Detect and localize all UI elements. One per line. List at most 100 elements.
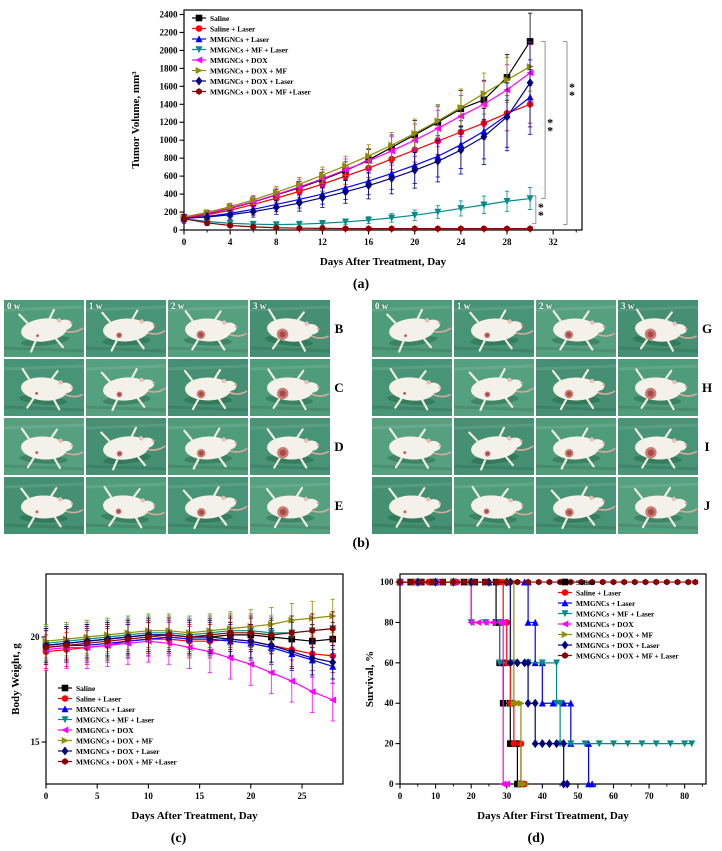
legend-label: MMGNCs + DOX + Laser: [576, 641, 660, 650]
svg-text:*: *: [547, 116, 553, 130]
mouse-photo: [454, 359, 534, 416]
svg-text:1800: 1800: [160, 63, 179, 73]
mouse-photo: 0 w: [372, 300, 452, 357]
photo-row: I: [372, 418, 714, 475]
week-label: 1 w: [457, 301, 471, 311]
panel-c-label: (c): [170, 831, 187, 846]
legend-label: Saline + Laser: [210, 24, 256, 33]
svg-text:0: 0: [44, 791, 49, 801]
panel-d-label: (d): [527, 831, 545, 846]
svg-text:20: 20: [31, 632, 41, 642]
panel-b: 0 w 1 w 2 w 3 w B C D E 0 w 1 w 2 w 3 w G H I J (b): [0, 300, 722, 556]
legend-label: MMGNCs + DOX + MF +Laser: [210, 87, 312, 96]
svg-text:1200: 1200: [160, 117, 179, 127]
svg-text:60: 60: [385, 658, 395, 668]
legend-label: MMGNCs + DOX + MF: [76, 736, 153, 745]
mouse-photo: [86, 418, 166, 475]
mouse-photo: 1 w: [86, 300, 166, 357]
svg-text:12: 12: [318, 237, 328, 247]
mouse-photo: [372, 418, 452, 475]
series-mmgncs-dox: [396, 578, 511, 788]
series-saline-laser: [396, 578, 528, 788]
legend-label: Saline + Laser: [576, 588, 622, 597]
legend-label: MMGNCs + MF + Laser: [76, 715, 155, 724]
x-axis-label: Days After Treatment, Day: [131, 810, 258, 822]
x-axis-label: Days After Treatment, Day: [320, 256, 447, 268]
svg-text:200: 200: [164, 207, 178, 217]
svg-text:0: 0: [398, 791, 403, 801]
svg-text:70: 70: [645, 791, 655, 801]
svg-text:80: 80: [385, 617, 395, 627]
mouse-photo: [372, 359, 452, 416]
svg-text:20: 20: [385, 739, 395, 749]
series-mmgncs-mf-laser: [396, 578, 696, 748]
legend-label: MMGNCs + DOX: [210, 56, 268, 65]
legend-label: Saline: [210, 14, 230, 23]
svg-text:32: 32: [549, 237, 559, 247]
week-label: 0 w: [7, 301, 21, 311]
mouse-photo: [4, 477, 84, 534]
mouse-photo: [4, 418, 84, 475]
svg-text:0: 0: [182, 237, 187, 247]
series-saline: [396, 578, 525, 788]
mouse-photo: 3 w: [250, 300, 330, 357]
legend-label: MMGNCs + DOX + MF +Laser: [76, 757, 178, 766]
panel-b-label: (b): [352, 536, 370, 551]
svg-text:100: 100: [380, 577, 394, 587]
svg-text:*: *: [569, 80, 575, 94]
row-label: H: [701, 379, 713, 395]
svg-text:16: 16: [364, 237, 374, 247]
body-weight-chart: 0 5 10 15 20 25 15 20 Days After Treatment, Day B…: [10, 573, 344, 822]
svg-text:30: 30: [502, 791, 512, 801]
axes: 0 5 10 15 20 25 15 20 Days After Treatment, Day B…: [10, 573, 344, 822]
mouse-photo: [618, 359, 698, 416]
legend-label: Saline + Laser: [76, 694, 122, 703]
mouse-photo: [536, 418, 616, 475]
legend-label: MMGNCs + DOX + MF: [576, 630, 653, 639]
mouse-photo-grid-right: 0 w 1 w 2 w 3 w G H I J: [372, 300, 714, 536]
week-label: 0 w: [375, 301, 389, 311]
series-mmgncs-dox-laser: [396, 577, 571, 789]
mouse-photo: [618, 477, 698, 534]
svg-text:0: 0: [173, 225, 178, 235]
svg-text:1600: 1600: [160, 81, 179, 91]
series-mmgncs-dox-mf-laser: [43, 611, 336, 665]
week-label: 1 w: [89, 301, 103, 311]
significance-annotation: **: [541, 41, 553, 199]
mouse-photo: 3 w: [618, 300, 698, 357]
significance-annotation: **: [531, 195, 544, 225]
photo-row: 0 w 1 w 2 w 3 w G: [372, 300, 714, 357]
legend-label: MMGNCs + DOX: [76, 726, 134, 735]
series-mmgncs-dox-mf-laser: [397, 578, 699, 586]
x-axis-label: Days After First Treatment, Day: [477, 810, 629, 822]
mouse-photo: [86, 359, 166, 416]
photo-row: H: [372, 359, 714, 416]
photo-row: D: [4, 418, 346, 475]
week-label: 3 w: [621, 301, 635, 311]
svg-text:20: 20: [246, 791, 256, 801]
svg-text:2400: 2400: [160, 9, 179, 19]
survival-chart: 0 10 20 30 40 50 60 70 80 0 20 40 60 80 100 Days After …: [364, 573, 707, 822]
panel-c: 0 5 10 15 20 25 15 20 Days After Treatment, Day B…: [6, 566, 351, 847]
svg-text:20: 20: [410, 237, 420, 247]
mouse-photo: [536, 359, 616, 416]
photo-row: E: [4, 477, 346, 534]
svg-text:*: *: [569, 88, 575, 102]
panel-d: 0 10 20 30 40 50 60 70 80 0 20 40 60 80 100 Days After …: [360, 566, 712, 847]
mouse-photo: [4, 359, 84, 416]
svg-text:800: 800: [164, 153, 178, 163]
legend-label: MMGNCs + DOX + Laser: [210, 77, 294, 86]
svg-text:*: *: [538, 200, 544, 214]
legend-label: MMGNCs + DOX + MF + Laser: [576, 651, 679, 660]
mouse-photo: [168, 418, 248, 475]
svg-text:25: 25: [298, 791, 308, 801]
row-label: J: [703, 497, 711, 513]
mouse-photo: 0 w: [4, 300, 84, 357]
svg-text:40: 40: [385, 698, 395, 708]
svg-text:40: 40: [538, 791, 548, 801]
mouse-photo: 1 w: [454, 300, 534, 357]
svg-text:24: 24: [456, 237, 466, 247]
svg-text:1000: 1000: [160, 135, 179, 145]
